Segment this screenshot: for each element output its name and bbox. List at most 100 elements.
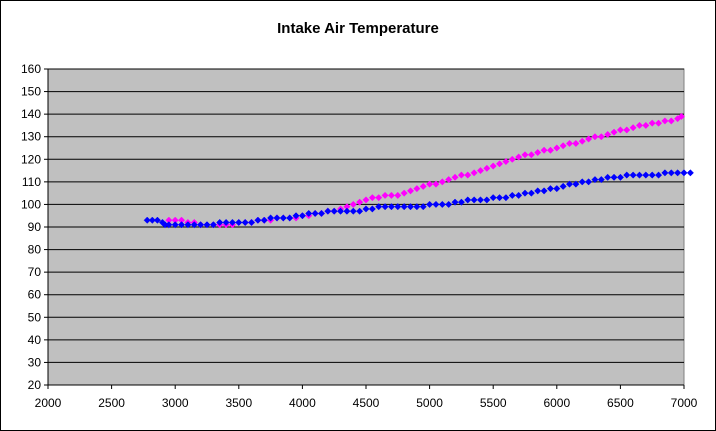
data-point: [540, 187, 548, 195]
data-point: [292, 212, 300, 220]
data-point: [330, 207, 338, 215]
data-point: [400, 203, 408, 211]
data-point: [540, 146, 548, 154]
data-point: [298, 212, 306, 220]
data-point: [553, 185, 561, 193]
data-point: [260, 216, 268, 224]
data-point: [362, 205, 370, 213]
data-point: [349, 200, 357, 208]
data-point: [527, 151, 535, 159]
data-point: [464, 171, 472, 179]
data-point: [521, 189, 529, 197]
data-point: [222, 218, 230, 227]
data-point: [356, 198, 364, 206]
data-point: [349, 207, 357, 215]
data-point: [184, 221, 192, 229]
data-point: [610, 173, 618, 181]
series-layer: [143, 112, 694, 229]
data-point: [591, 176, 599, 184]
data-point: [597, 133, 605, 141]
data-point: [534, 148, 542, 157]
data-point: [565, 180, 574, 188]
data-point: [148, 216, 156, 224]
data-point: [413, 185, 421, 193]
data-point: [623, 171, 631, 179]
data-point: [432, 200, 440, 208]
data-point: [572, 180, 580, 188]
y-tick-label: 20: [28, 378, 42, 392]
data-point: [667, 169, 675, 177]
data-point: [623, 126, 631, 134]
data-point: [686, 169, 694, 177]
data-point: [476, 167, 485, 175]
data-point: [209, 221, 217, 229]
data-point: [457, 198, 465, 206]
data-point: [165, 221, 173, 229]
data-point: [534, 187, 542, 195]
data-point: [241, 218, 249, 227]
y-axis: 20 30 40 50 60 70 80 90 100 110 120 130 140 150 160: [21, 62, 49, 392]
y-tick-label: 110: [22, 175, 41, 189]
data-point: [394, 191, 402, 199]
data-point: [381, 191, 389, 199]
data-point: [457, 171, 465, 179]
data-point: [419, 182, 427, 190]
data-point: [317, 209, 326, 218]
x-tick-label: 2500: [98, 396, 125, 410]
data-point: [667, 117, 675, 125]
data-point: [247, 218, 256, 227]
data-point: [674, 169, 682, 177]
data-point: [426, 180, 434, 188]
x-tick-label: 2000: [35, 396, 62, 410]
data-point: [655, 119, 663, 127]
data-point: [483, 164, 491, 172]
data-point: [635, 171, 644, 179]
x-axis: 2000 2500 3000 3500 4000 4500 5000 5500 6000 6500…: [35, 384, 698, 410]
data-point: [502, 194, 510, 202]
data-point: [648, 171, 656, 179]
data-point: [489, 194, 497, 202]
y-tick-label: 100: [21, 197, 41, 211]
data-point: [419, 203, 427, 211]
data-point: [438, 178, 446, 186]
data-point: [572, 139, 580, 148]
data-point: [515, 153, 523, 161]
data-point: [381, 203, 389, 211]
data-point: [368, 194, 376, 202]
data-point: [655, 171, 663, 179]
data-point: [521, 151, 529, 159]
x-tick-label: 4000: [289, 396, 316, 410]
data-point: [578, 137, 586, 145]
data-point: [356, 207, 364, 215]
data-point: [451, 173, 459, 181]
data-point: [642, 121, 650, 129]
y-tick-label: 90: [28, 220, 42, 234]
y-tick-label: 150: [21, 85, 41, 99]
data-point: [565, 139, 574, 148]
data-point: [235, 218, 243, 227]
y-tick-label: 60: [28, 288, 42, 302]
data-point: [508, 191, 516, 199]
data-point: [527, 189, 535, 197]
x-tick-label: 7000: [671, 396, 698, 410]
data-point: [267, 214, 275, 222]
data-point: [143, 216, 151, 224]
data-point: [311, 209, 319, 218]
data-point: [426, 200, 434, 208]
data-point: [546, 185, 554, 193]
series-2: [143, 169, 694, 229]
data-point: [597, 176, 605, 184]
data-point: [432, 180, 440, 188]
data-point: [648, 119, 656, 127]
data-point: [305, 209, 313, 218]
data-point: [375, 203, 383, 211]
data-point: [677, 112, 686, 120]
data-point: [661, 117, 669, 125]
data-point: [476, 196, 485, 204]
data-point: [362, 196, 370, 204]
y-tick-label: 70: [28, 265, 42, 279]
data-point: [343, 207, 351, 215]
data-point: [559, 182, 567, 190]
y-tick-label: 50: [28, 310, 42, 324]
